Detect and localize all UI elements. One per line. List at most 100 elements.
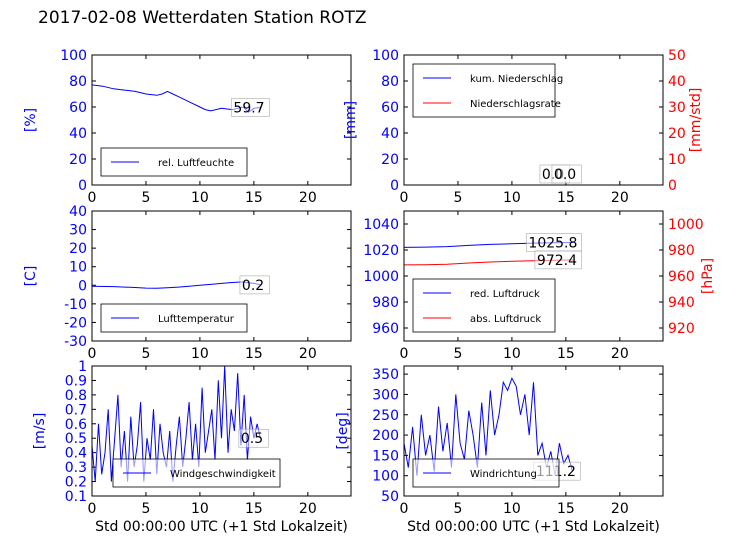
y-tick-label: 0.4	[65, 446, 87, 462]
y2-tick-label: 0	[668, 178, 677, 194]
x-tick-label: 10	[503, 501, 521, 517]
x-tick-label: 5	[141, 346, 150, 362]
x-tick-label: 15	[245, 346, 263, 362]
y-tick-label: 0	[78, 278, 87, 294]
panel-precipitation: 0 5 10 15 20 0 20 40 60 80 100 0 10 20 30 40 50 [mm] [mm/s…	[343, 48, 704, 206]
y2-tick-label: 920	[668, 321, 695, 337]
y-tick-label: 1020	[363, 243, 399, 259]
y-tick-label: 960	[372, 321, 399, 337]
legend-label: Niederschlagsrate	[470, 99, 561, 110]
x-tick-label: 15	[245, 501, 263, 517]
annotation-box	[239, 275, 270, 295]
x-tick-label: 15	[557, 346, 575, 362]
axes-frame	[91, 54, 352, 186]
x-tick-label: 20	[299, 346, 317, 362]
legend-label: red. Luftdruck	[470, 289, 540, 300]
x-tick-label: 0	[400, 346, 409, 362]
x-tick-label: 5	[453, 190, 462, 206]
y-tick-label: 30	[69, 223, 87, 239]
x-tick-label: 20	[611, 501, 629, 517]
x-tick-label: 15	[557, 190, 575, 206]
x-axis-label: Std 00:00:00 UTC (+1 Std Lokalzeit)	[95, 519, 348, 535]
chart-title: 2017-02-08 Wetterdaten Station ROTZ	[38, 8, 367, 28]
y-tick-label: -30	[64, 334, 87, 350]
y-tick-label: 40	[69, 204, 87, 220]
y-tick-label: 0.6	[65, 417, 87, 433]
y-tick-label: 1040	[363, 217, 399, 233]
y-axis-label: [C]	[23, 266, 39, 287]
y2-tick-label: 10	[668, 152, 686, 168]
y-tick-label: 20	[69, 241, 87, 257]
annotation-label: 0.0	[554, 167, 576, 183]
y-tick-label: 300	[372, 387, 399, 403]
legend-label: Windrichtung	[470, 469, 537, 480]
y-tick-label: 1	[78, 359, 87, 375]
x-tick-label: 10	[503, 190, 521, 206]
y-tick-label: 1000	[363, 269, 399, 285]
x-tick-label: 10	[191, 346, 209, 362]
x-tick-label: 5	[141, 501, 150, 517]
y-tick-label: 0	[78, 178, 87, 194]
x-tick-label: 20	[611, 190, 629, 206]
axes-frame	[91, 365, 352, 497]
y2-tick-label: 20	[668, 126, 686, 142]
x-tick-label: 10	[191, 190, 209, 206]
y-tick-label: 40	[69, 126, 87, 142]
annotation-box	[231, 98, 270, 117]
y-axis-label: [m/s]	[32, 413, 48, 450]
x-tick-label: 5	[141, 190, 150, 206]
series-line-windrichtung	[404, 376, 573, 476]
x-tick-label: 15	[557, 501, 575, 517]
annotation-box	[534, 250, 582, 270]
y-tick-label: 20	[69, 152, 87, 168]
y-tick-label: 100	[372, 48, 399, 64]
y-axis-label: [mm]	[343, 101, 359, 139]
y-tick-label: 80	[381, 74, 399, 90]
y-tick-label: 0.2	[65, 475, 87, 491]
axes-frame	[91, 210, 352, 342]
x-tick-label: 10	[191, 501, 209, 517]
x-tick-label: 5	[453, 346, 462, 362]
y2-tick-label: 980	[668, 243, 695, 259]
y-tick-label: -10	[64, 297, 87, 313]
annotation-label: 972.4	[537, 253, 577, 269]
y-tick-label: 250	[372, 408, 399, 424]
y2-tick-label: 40	[668, 74, 686, 90]
y-tick-label: 0.5	[65, 431, 87, 447]
y-axis-label: [deg]	[335, 412, 351, 449]
y-tick-label: 200	[372, 428, 399, 444]
y-tick-label: 100	[372, 469, 399, 485]
x-tick-label: 5	[453, 501, 462, 517]
y2-tick-label: 1000	[668, 217, 704, 233]
y2-tick-label: 30	[668, 100, 686, 116]
y-tick-label: 0.8	[65, 388, 87, 404]
x-tick-label: 0	[88, 346, 97, 362]
legend-label: abs. Luftdruck	[470, 314, 541, 325]
y-tick-label: 0.7	[65, 402, 87, 418]
y-tick-label: 0.3	[65, 460, 87, 476]
panel-windspeed: 0 5 10 15 200.10.20.30.40.50.60.70.80.91[m/s…	[32, 359, 352, 535]
y2-tick-label: 960	[668, 269, 695, 285]
y2-tick-label: 50	[668, 48, 686, 64]
annotation-label: 0.5	[241, 431, 263, 447]
x-tick-label: 20	[299, 190, 317, 206]
y-tick-label: 20	[381, 152, 399, 168]
y-tick-label: 0.9	[65, 373, 87, 389]
series-line-windgeschwindigkeit	[92, 366, 261, 482]
y-tick-label: 40	[381, 126, 399, 142]
y2-axis-label: [hPa]	[700, 258, 716, 294]
annotation-box	[238, 428, 269, 448]
legend-box	[412, 63, 556, 118]
panel-pressure: 0 5 10 15 20 960 980 1000 1020 1040 920 940 960 980 10…	[363, 210, 716, 362]
y-tick-label: 80	[69, 74, 87, 90]
x-tick-label: 15	[245, 190, 263, 206]
y-axis-label: [%]	[23, 108, 39, 132]
series-line-lufttemperatur	[92, 281, 262, 289]
panel-humidity: 0 5 10 15 20 0 20 40 60 80 100 [%] 59.7 rel. Luftfeuc…	[23, 48, 352, 206]
y2-tick-label: 940	[668, 295, 695, 311]
y-tick-label: 10	[69, 260, 87, 276]
x-axis-label: Std 00:00:00 UTC (+1 Std Lokalzeit)	[407, 519, 660, 535]
y2-axis-label: [mm/std]	[688, 88, 704, 153]
legend-box	[412, 278, 556, 333]
